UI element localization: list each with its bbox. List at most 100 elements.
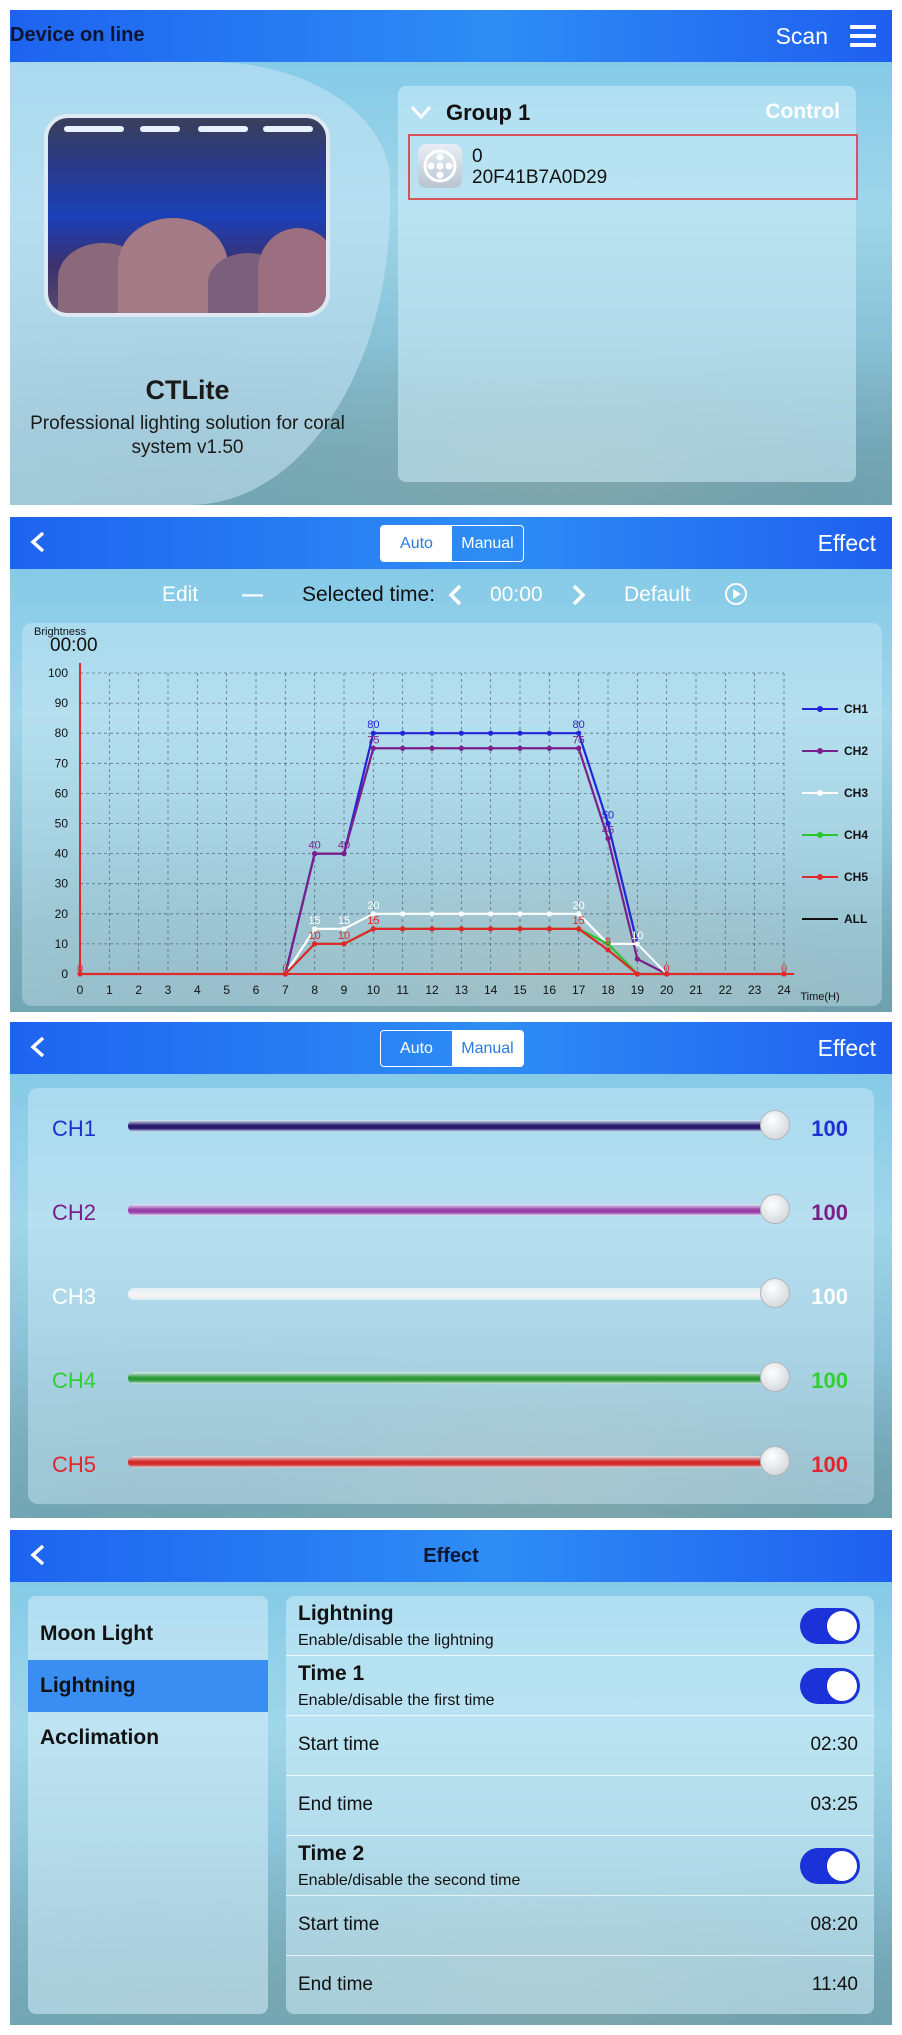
data-label: 15	[573, 915, 585, 927]
channel-row-ch5: CH5 100	[28, 1444, 874, 1484]
data-label: 15	[338, 915, 350, 927]
tab-manual[interactable]: Manual	[461, 535, 514, 552]
back-icon[interactable]	[28, 531, 50, 553]
time2-start-row[interactable]: Start time 08:20	[286, 1896, 874, 1956]
play-icon[interactable]	[724, 582, 748, 606]
device-id: 0 20F41B7A0D29	[472, 146, 607, 188]
x-tick-label: 23	[748, 983, 762, 997]
chevron-left-icon[interactable]	[448, 584, 464, 606]
data-point-ch1	[576, 730, 582, 736]
data-label: 15	[367, 915, 379, 927]
tab-auto[interactable]: Auto	[400, 1040, 433, 1057]
time1-end-row[interactable]: End time 03:25	[286, 1776, 874, 1836]
minus-button[interactable]: —	[242, 583, 263, 606]
start-time-value[interactable]: 02:30	[810, 1734, 858, 1755]
menu-item-moon-light[interactable]: Moon Light	[40, 1622, 154, 1645]
time2-end-row[interactable]: End time 11:40	[286, 1956, 874, 2014]
x-tick-label: 11	[396, 983, 409, 997]
slider-track[interactable]	[128, 1204, 776, 1216]
data-label: 75	[367, 734, 379, 746]
page-title: Device on line	[10, 24, 145, 46]
legend-marker	[817, 790, 823, 796]
time1-start-row[interactable]: Start time 02:30	[286, 1716, 874, 1776]
control-button[interactable]: Control	[765, 100, 840, 123]
menu-item-acclimation[interactable]: Acclimation	[40, 1726, 160, 1749]
scan-button[interactable]: Scan	[775, 23, 828, 49]
app-description: Professional lighting solution for coral…	[30, 413, 345, 458]
data-label: 10	[338, 930, 350, 942]
selected-time-value: 00:00	[490, 583, 543, 606]
edit-button[interactable]: Edit	[162, 583, 199, 606]
back-icon[interactable]	[28, 1544, 50, 1566]
end-time-value[interactable]: 11:40	[811, 1974, 858, 1995]
data-label: 45	[602, 825, 614, 837]
time2-row: Time 2 Enable/disable the second time	[286, 1836, 874, 1896]
slider-track[interactable]	[128, 1120, 776, 1132]
slider-track[interactable]	[128, 1456, 776, 1468]
y-tick-label: 30	[55, 877, 69, 891]
slider-track[interactable]	[128, 1288, 776, 1300]
tab-auto[interactable]: Auto	[381, 526, 452, 561]
x-tick-label: 21	[689, 983, 703, 997]
menu-icon[interactable]	[850, 24, 876, 48]
x-tick-label: 19	[631, 983, 645, 997]
x-tick-label: 4	[194, 983, 201, 997]
selected-time-label: Selected time:	[302, 583, 436, 606]
data-point-ch3	[429, 911, 435, 917]
brightness-chart[interactable]: 0 1 2 3 4 5 6 7 8 9 10 11 12 13 14 15 16 17 18 19 20 21 22 23 24…	[22, 623, 882, 1006]
series-line-ch3	[284, 912, 668, 975]
y-tick-label: 10	[55, 937, 69, 951]
time1-toggle[interactable]	[800, 1668, 860, 1704]
slider-thumb[interactable]	[760, 1194, 790, 1224]
default-button[interactable]: Default	[624, 583, 691, 606]
device-row[interactable]: 0 20F41B7A0D29	[408, 134, 858, 200]
y-tick-label: 100	[48, 666, 68, 680]
slider-thumb[interactable]	[760, 1362, 790, 1392]
effect-button[interactable]: Effect	[817, 1035, 876, 1061]
group-name: Group 1	[446, 100, 531, 125]
channel-value: 100	[811, 1200, 848, 1225]
data-label: 0	[781, 963, 787, 975]
data-point-ch2	[458, 745, 464, 751]
data-point-ch5	[77, 971, 83, 977]
time1-subtitle: Enable/disable the first time	[298, 1692, 495, 1709]
x-tick-label: 5	[223, 983, 230, 997]
effect-button[interactable]: Effect	[817, 530, 876, 556]
menu-item-lightning[interactable]: Lightning	[28, 1660, 268, 1712]
data-label: 40	[309, 840, 321, 852]
tab-manual[interactable]: Manual	[452, 1031, 523, 1066]
back-icon[interactable]	[28, 1036, 50, 1058]
chevron-right-icon[interactable]	[570, 584, 586, 606]
x-tick-label: 3	[165, 983, 172, 997]
end-time-label: End time	[298, 1794, 373, 1815]
data-label: 75	[573, 734, 585, 746]
data-point-ch3	[341, 926, 347, 932]
slider-thumb[interactable]	[760, 1110, 790, 1140]
channel-label: CH3	[52, 1284, 97, 1309]
data-point-ch5	[429, 926, 435, 932]
start-time-value[interactable]: 08:20	[810, 1914, 858, 1935]
x-tick-label: 9	[341, 983, 348, 997]
y-tick-label: 20	[55, 907, 69, 921]
end-time-value[interactable]: 03:25	[810, 1794, 858, 1815]
data-label: 80	[367, 719, 379, 731]
data-label: 20	[367, 900, 379, 912]
x-tick-label: 13	[455, 983, 469, 997]
slider-track[interactable]	[128, 1372, 776, 1384]
slider-thumb[interactable]	[760, 1446, 790, 1476]
x-tick-label: 10	[367, 983, 381, 997]
lightning-row: Lightning Enable/disable the lightning	[286, 1596, 874, 1656]
slider-thumb[interactable]	[760, 1278, 790, 1308]
time2-toggle[interactable]	[800, 1848, 860, 1884]
channel-label: CH2	[52, 1200, 97, 1225]
chevron-down-icon[interactable]	[410, 104, 432, 120]
data-point-ch3	[458, 911, 464, 917]
x-tick-label: 16	[543, 983, 557, 997]
data-point-ch3	[576, 911, 582, 917]
lightning-toggle[interactable]	[800, 1608, 860, 1644]
legend-label: CH2	[844, 744, 868, 758]
data-point-ch1	[429, 730, 435, 736]
x-tick-label: 8	[311, 983, 318, 997]
lightning-settings: Lightning Enable/disable the lightning T…	[286, 1596, 874, 2014]
data-point-ch5	[634, 971, 640, 977]
